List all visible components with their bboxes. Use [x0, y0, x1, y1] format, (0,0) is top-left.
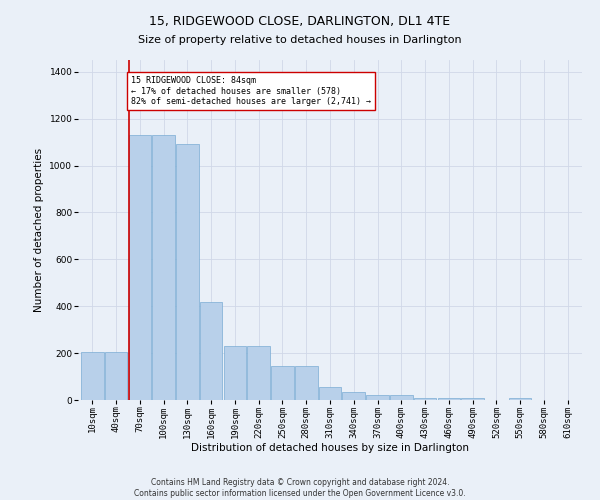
Bar [200, 302, 223, 400]
Bar [128, 135, 151, 400]
Bar [461, 398, 484, 400]
Bar [437, 398, 460, 400]
Bar [343, 392, 365, 400]
Bar [295, 366, 317, 400]
Text: Contains HM Land Registry data © Crown copyright and database right 2024.
Contai: Contains HM Land Registry data © Crown c… [134, 478, 466, 498]
Bar [152, 135, 175, 400]
Bar [176, 144, 199, 400]
Bar [366, 396, 389, 400]
Text: Size of property relative to detached houses in Darlington: Size of property relative to detached ho… [138, 35, 462, 45]
Text: 15 RIDGEWOOD CLOSE: 84sqm
← 17% of detached houses are smaller (578)
82% of semi: 15 RIDGEWOOD CLOSE: 84sqm ← 17% of detac… [131, 76, 371, 106]
Bar [247, 346, 270, 400]
Bar [390, 396, 413, 400]
Bar [224, 346, 246, 400]
Text: 15, RIDGEWOOD CLOSE, DARLINGTON, DL1 4TE: 15, RIDGEWOOD CLOSE, DARLINGTON, DL1 4TE [149, 15, 451, 28]
Bar [81, 352, 104, 400]
Y-axis label: Number of detached properties: Number of detached properties [34, 148, 44, 312]
X-axis label: Distribution of detached houses by size in Darlington: Distribution of detached houses by size … [191, 444, 469, 454]
Bar [319, 387, 341, 400]
Bar [105, 352, 127, 400]
Bar [414, 398, 436, 400]
Bar [509, 398, 532, 400]
Bar [271, 366, 294, 400]
